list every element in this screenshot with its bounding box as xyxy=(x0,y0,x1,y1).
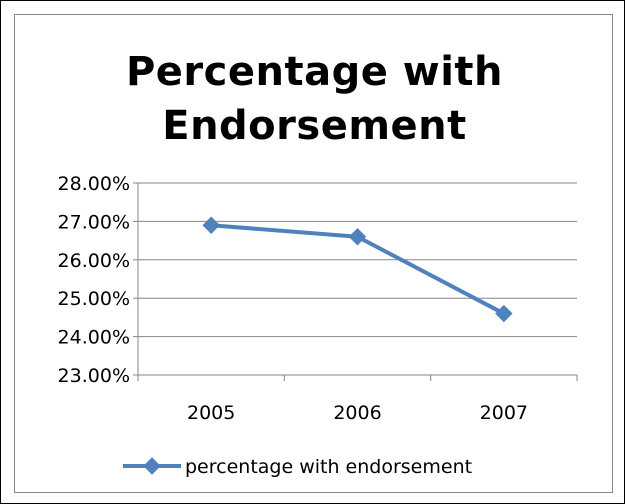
chart-title: Percentage with Endorsement xyxy=(15,45,614,153)
x-tick-label-2005: 2005 xyxy=(187,402,235,424)
x-tick-label-2007: 2007 xyxy=(480,402,528,424)
data-point-2006 xyxy=(348,228,367,246)
line-chart: 28.00% 27.00% 26.00% 25.00% 24.00% 23.00% 2005… xyxy=(58,173,578,478)
chart-area: Percentage with Endorsement 28.00% 27.00%… xyxy=(14,14,613,493)
y-tick-label: 28.00% xyxy=(58,173,130,195)
legend-marker-icon xyxy=(143,457,161,475)
x-tick-label-2006: 2006 xyxy=(333,402,381,424)
chart-title-line-1: Percentage with xyxy=(125,49,504,95)
y-tick-label: 23.00% xyxy=(58,365,130,387)
y-tick-label: 26.00% xyxy=(58,250,130,272)
data-point-2007 xyxy=(495,304,513,323)
data-point-2005 xyxy=(202,216,220,234)
legend-label: percentage with endorsement xyxy=(185,456,472,478)
y-tick-label: 24.00% xyxy=(58,327,130,349)
y-tick-label: 27.00% xyxy=(58,211,130,233)
chart-title-line-2: Endorsement xyxy=(162,103,467,149)
y-tick-label: 25.00% xyxy=(58,288,130,310)
